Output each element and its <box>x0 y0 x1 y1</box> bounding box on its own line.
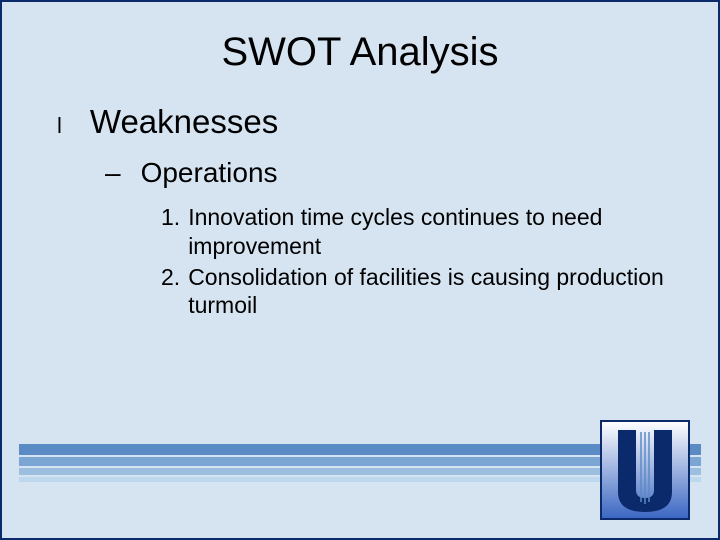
slide-content: l Weaknesses – Operations 1. Innovation … <box>2 85 718 320</box>
bullet2-marker: – <box>105 157 121 189</box>
decorative-stripes <box>19 444 701 480</box>
logo-icon <box>600 420 690 520</box>
bullet-level1: l Weaknesses <box>57 103 678 141</box>
slide: SWOT Analysis l Weaknesses – Operations … <box>0 0 720 540</box>
list-number: 2. <box>161 263 180 292</box>
list-text: Innovation time cycles continues to need… <box>188 203 678 261</box>
bullet1-text: Weaknesses <box>90 103 278 141</box>
list-text: Consolidation of facilities is causing p… <box>188 263 678 321</box>
bullet2-text: Operations <box>141 157 278 189</box>
stripe <box>19 457 701 466</box>
bullet1-marker: l <box>57 115 62 137</box>
list-number: 1. <box>161 203 180 232</box>
stripe <box>19 444 701 455</box>
list-item: 2. Consolidation of facilities is causin… <box>161 263 678 321</box>
numbered-list: 1. Innovation time cycles continues to n… <box>57 189 678 320</box>
bullet-level2: – Operations <box>57 141 678 189</box>
list-item: 1. Innovation time cycles continues to n… <box>161 203 678 261</box>
slide-title: SWOT Analysis <box>2 2 718 85</box>
stripe <box>19 468 701 475</box>
stripe <box>19 477 701 482</box>
